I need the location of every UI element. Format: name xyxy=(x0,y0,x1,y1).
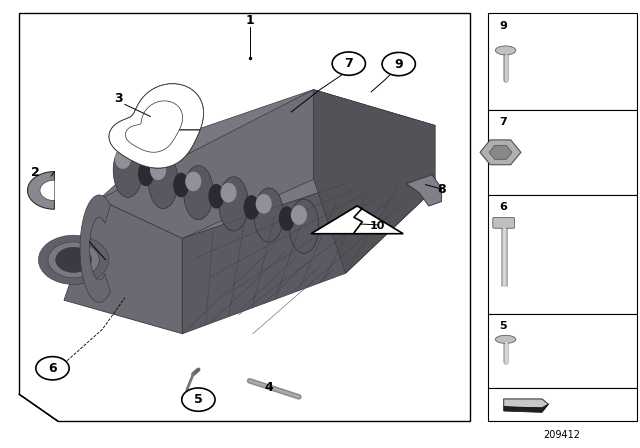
Ellipse shape xyxy=(254,188,284,242)
Bar xyxy=(488,314,637,388)
Ellipse shape xyxy=(173,173,189,198)
Ellipse shape xyxy=(289,199,319,254)
Text: 2: 2 xyxy=(31,166,40,179)
Text: 8: 8 xyxy=(437,182,446,196)
Ellipse shape xyxy=(495,46,516,55)
Circle shape xyxy=(56,247,92,272)
Text: 6: 6 xyxy=(499,202,507,212)
Ellipse shape xyxy=(184,166,213,220)
Polygon shape xyxy=(64,199,182,334)
Polygon shape xyxy=(99,90,435,238)
Text: 1: 1 xyxy=(245,13,254,27)
Text: 209412: 209412 xyxy=(544,430,580,439)
Ellipse shape xyxy=(150,160,166,180)
Circle shape xyxy=(332,52,365,75)
Polygon shape xyxy=(19,13,470,421)
Ellipse shape xyxy=(185,172,202,191)
Ellipse shape xyxy=(209,184,225,209)
Ellipse shape xyxy=(255,194,272,214)
Bar xyxy=(488,110,637,195)
Polygon shape xyxy=(109,84,204,168)
Text: 7: 7 xyxy=(344,57,353,70)
Bar xyxy=(488,195,637,314)
Circle shape xyxy=(182,388,215,411)
Ellipse shape xyxy=(291,205,307,225)
Ellipse shape xyxy=(243,195,260,220)
Ellipse shape xyxy=(219,177,248,231)
Polygon shape xyxy=(182,184,435,334)
Polygon shape xyxy=(504,399,548,408)
Polygon shape xyxy=(406,175,442,206)
Text: 9: 9 xyxy=(394,57,403,71)
Text: 6: 6 xyxy=(48,362,57,375)
Text: 10: 10 xyxy=(370,221,385,231)
Text: 7: 7 xyxy=(499,117,507,127)
Ellipse shape xyxy=(279,206,295,231)
Polygon shape xyxy=(311,206,403,234)
FancyBboxPatch shape xyxy=(493,218,515,228)
Polygon shape xyxy=(99,90,314,238)
Circle shape xyxy=(382,52,415,76)
Text: 5: 5 xyxy=(194,393,203,406)
Polygon shape xyxy=(314,90,435,273)
Text: 9: 9 xyxy=(499,21,507,31)
Circle shape xyxy=(36,357,69,380)
Ellipse shape xyxy=(148,154,178,209)
Bar xyxy=(488,388,637,421)
Polygon shape xyxy=(504,404,548,412)
Bar xyxy=(488,13,637,110)
Ellipse shape xyxy=(115,149,131,169)
Ellipse shape xyxy=(495,335,516,343)
Text: 4: 4 xyxy=(264,381,273,394)
Ellipse shape xyxy=(220,183,237,202)
Text: 5: 5 xyxy=(499,321,507,331)
Circle shape xyxy=(48,242,99,278)
Ellipse shape xyxy=(138,162,154,186)
Text: 3: 3 xyxy=(114,92,123,105)
Ellipse shape xyxy=(113,143,143,198)
Polygon shape xyxy=(28,172,54,209)
Polygon shape xyxy=(80,195,111,302)
Polygon shape xyxy=(109,84,204,168)
Circle shape xyxy=(38,235,109,284)
Polygon shape xyxy=(40,181,54,200)
